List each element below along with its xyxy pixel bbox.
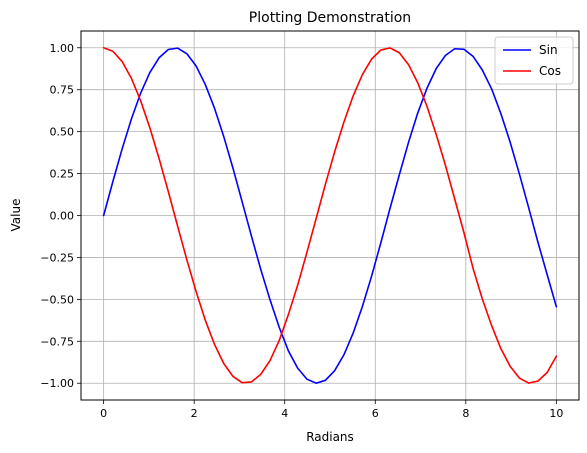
x-axis-label: Radians [306, 430, 354, 444]
legend-label-sin: Sin [539, 43, 558, 57]
x-tick-label-3: 6 [372, 407, 379, 420]
legend: Sin Cos [494, 36, 574, 85]
y-tick-label-7: 0.75 [50, 84, 75, 97]
legend-box [494, 36, 574, 85]
y-tick-label-6: 0.50 [50, 126, 75, 139]
x-tick-label-1: 2 [191, 407, 198, 420]
series-line-cos [102, 46, 558, 384]
chart-title: Plotting Demonstration [249, 10, 411, 26]
y-tick-label-4: 0.00 [50, 210, 75, 223]
y-axis-ticks: −1.00 −0.75 −0.50 −0.25 0.00 0.25 0.50 0.75 1.00 [40, 42, 81, 390]
legend-label-cos: Cos [539, 64, 561, 78]
y-tick-label-3: −0.25 [40, 251, 74, 264]
y-tick-label-8: 1.00 [50, 42, 75, 55]
y-axis-label: Value [9, 199, 23, 232]
x-tick-label-4: 8 [462, 407, 469, 420]
x-tick-label-2: 4 [281, 407, 288, 420]
grid-lines [81, 31, 579, 400]
y-tick-label-2: −0.50 [40, 293, 74, 306]
series-lines [102, 46, 558, 384]
series-line-sin [102, 47, 558, 384]
x-tick-label-0: 0 [100, 407, 107, 420]
y-tick-label-5: 0.25 [50, 168, 75, 181]
y-tick-label-1: −0.75 [40, 335, 74, 348]
x-tick-label-5: 10 [549, 407, 563, 420]
x-axis-ticks: 0 2 4 6 8 10 [100, 400, 563, 420]
y-tick-label-0: −1.00 [40, 377, 74, 390]
